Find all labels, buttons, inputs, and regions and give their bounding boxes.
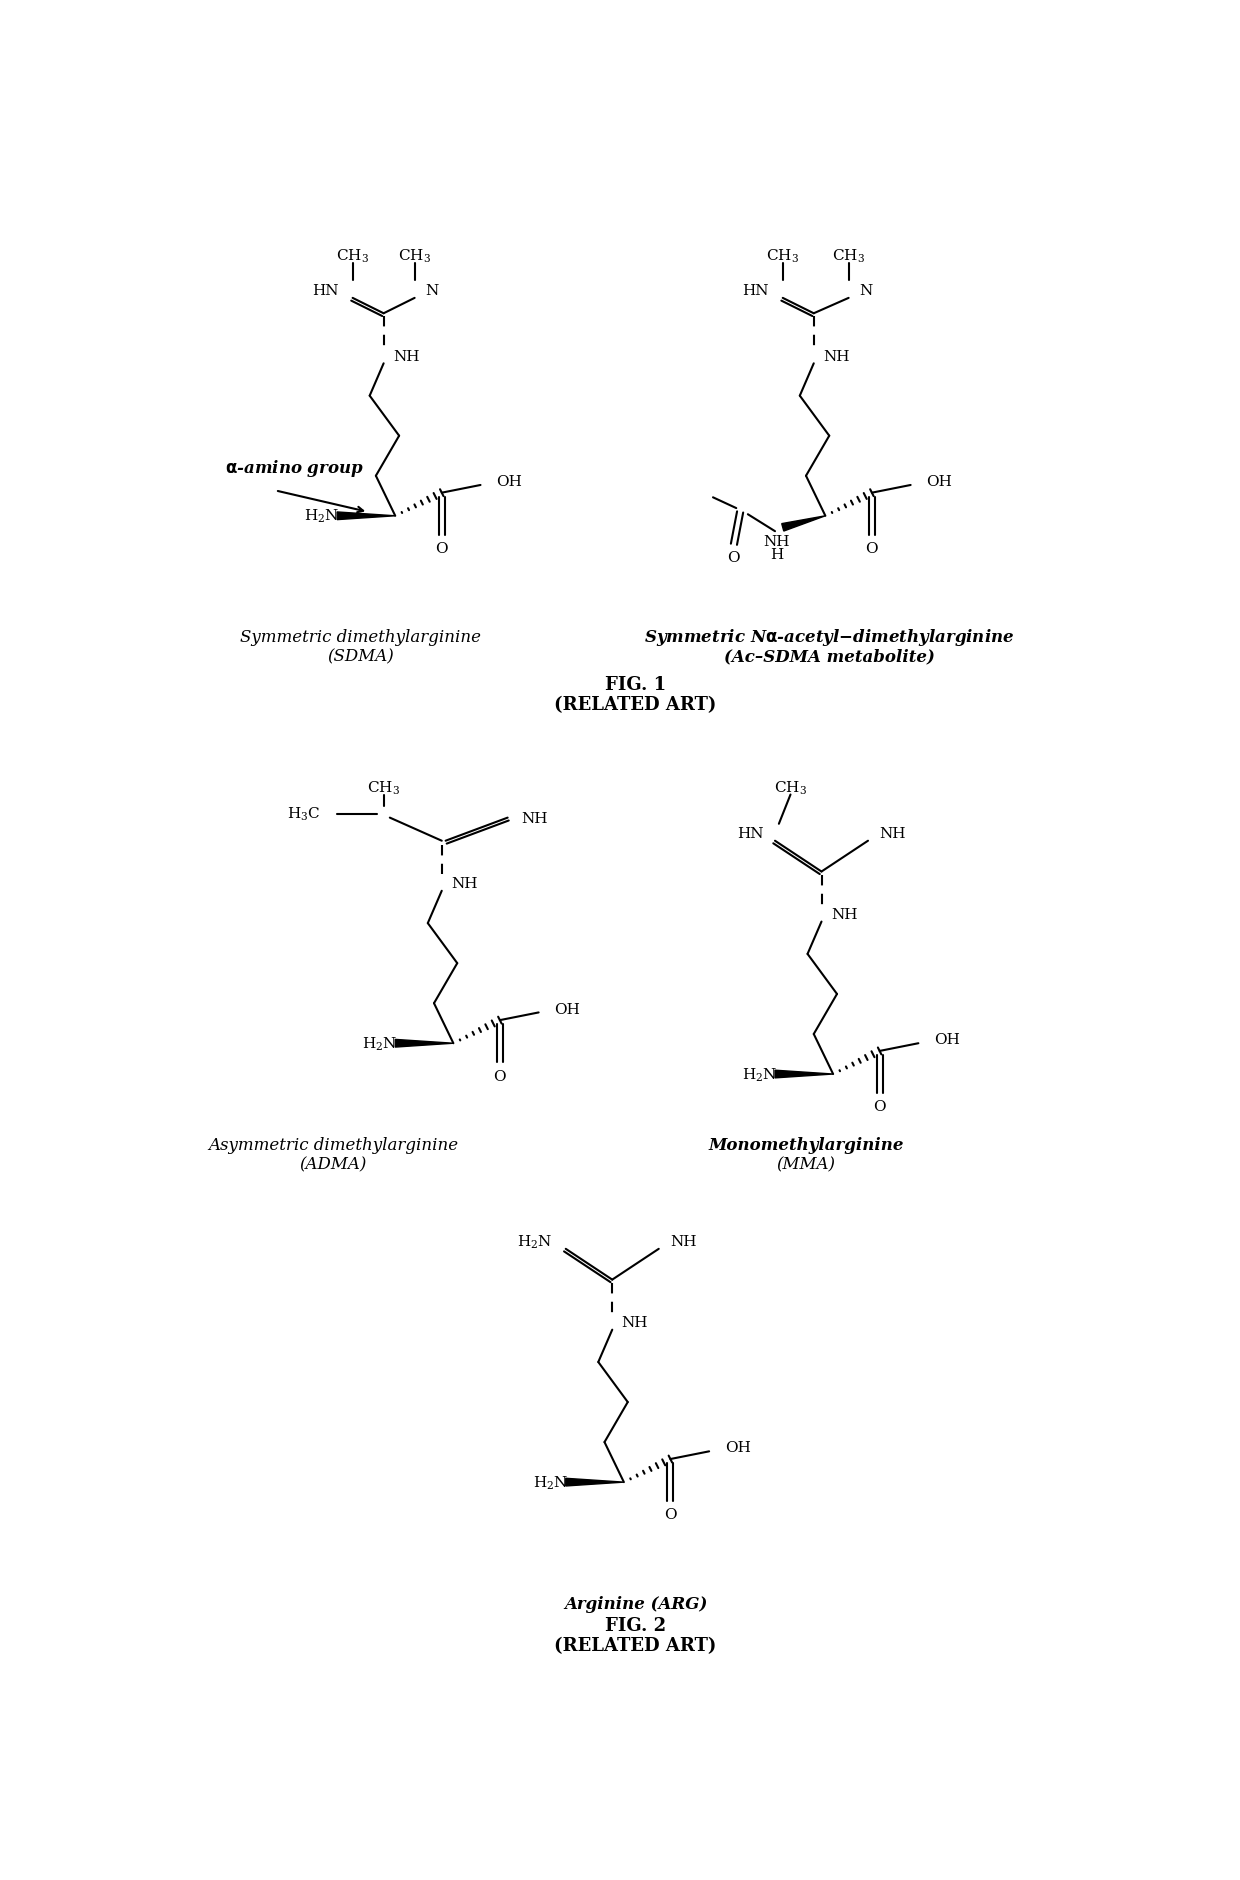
- Text: OH: OH: [934, 1032, 960, 1047]
- Text: (RELATED ART): (RELATED ART): [554, 696, 717, 713]
- Text: $\mathregular{H_2N}$: $\mathregular{H_2N}$: [742, 1066, 777, 1083]
- Text: OH: OH: [496, 476, 522, 489]
- Text: $\mathregular{CH_3}$: $\mathregular{CH_3}$: [766, 248, 800, 265]
- Text: O: O: [728, 551, 740, 566]
- Text: HN: HN: [737, 827, 764, 840]
- Text: N: N: [859, 284, 873, 299]
- Text: NH: NH: [393, 350, 419, 363]
- Text: O: O: [435, 541, 448, 556]
- Text: O: O: [873, 1100, 885, 1113]
- Text: OH: OH: [724, 1440, 750, 1455]
- Text: NH: NH: [671, 1235, 697, 1248]
- Polygon shape: [337, 513, 396, 521]
- Text: (RELATED ART): (RELATED ART): [554, 1636, 717, 1654]
- Polygon shape: [396, 1040, 454, 1047]
- Text: Symmetric N$\mathbf{\alpha}$-acetyl$\mathbf{-}$dimethylarginine: Symmetric N$\mathbf{\alpha}$-acetyl$\mat…: [644, 626, 1014, 649]
- Text: $\mathbf{\alpha}$-amino group: $\mathbf{\alpha}$-amino group: [224, 457, 363, 479]
- Text: $\mathregular{H_3C}$: $\mathregular{H_3C}$: [286, 807, 320, 823]
- Text: O: O: [665, 1508, 677, 1521]
- Text: OH: OH: [554, 1002, 580, 1015]
- Text: NH: NH: [823, 350, 849, 363]
- Text: NH: NH: [522, 810, 548, 825]
- Text: Monomethylarginine: Monomethylarginine: [708, 1137, 904, 1154]
- Text: NH: NH: [451, 876, 477, 891]
- Text: NH: NH: [879, 827, 906, 840]
- Text: H: H: [770, 547, 784, 562]
- Text: O: O: [494, 1070, 506, 1083]
- Text: $\mathregular{H_2N}$: $\mathregular{H_2N}$: [533, 1474, 568, 1491]
- Text: HN: HN: [743, 284, 769, 299]
- Text: OH: OH: [926, 476, 952, 489]
- Text: Symmetric dimethylarginine: Symmetric dimethylarginine: [239, 628, 481, 647]
- Text: $\mathregular{H_2N}$: $\mathregular{H_2N}$: [304, 508, 340, 525]
- Text: (MMA): (MMA): [776, 1156, 836, 1173]
- Text: FIG. 1: FIG. 1: [605, 677, 666, 694]
- Text: $\mathregular{CH_3}$: $\mathregular{CH_3}$: [832, 248, 866, 265]
- Text: O: O: [866, 541, 878, 556]
- Text: N: N: [425, 284, 439, 299]
- Text: FIG. 2: FIG. 2: [605, 1615, 666, 1634]
- Text: $\mathregular{CH_3}$: $\mathregular{CH_3}$: [336, 248, 370, 265]
- Text: NH: NH: [621, 1316, 649, 1329]
- Text: $\mathregular{CH_3}$: $\mathregular{CH_3}$: [367, 778, 401, 795]
- Text: (Ac–SDMA metabolite): (Ac–SDMA metabolite): [724, 649, 935, 666]
- Text: (SDMA): (SDMA): [327, 649, 394, 666]
- Text: Asymmetric dimethylarginine: Asymmetric dimethylarginine: [208, 1137, 459, 1154]
- Polygon shape: [781, 517, 826, 532]
- Polygon shape: [775, 1070, 833, 1079]
- Text: (ADMA): (ADMA): [300, 1156, 367, 1173]
- Text: NH: NH: [764, 536, 790, 549]
- Text: $\mathregular{H_2N}$: $\mathregular{H_2N}$: [362, 1036, 397, 1053]
- Polygon shape: [565, 1478, 624, 1487]
- Text: HN: HN: [312, 284, 339, 299]
- Text: $\mathregular{CH_3}$: $\mathregular{CH_3}$: [774, 778, 807, 795]
- Text: Arginine (ARG): Arginine (ARG): [564, 1594, 707, 1611]
- Text: NH: NH: [831, 908, 857, 921]
- Text: $\mathregular{CH_3}$: $\mathregular{CH_3}$: [398, 248, 432, 265]
- Text: $\mathregular{H_2N}$: $\mathregular{H_2N}$: [517, 1233, 552, 1250]
